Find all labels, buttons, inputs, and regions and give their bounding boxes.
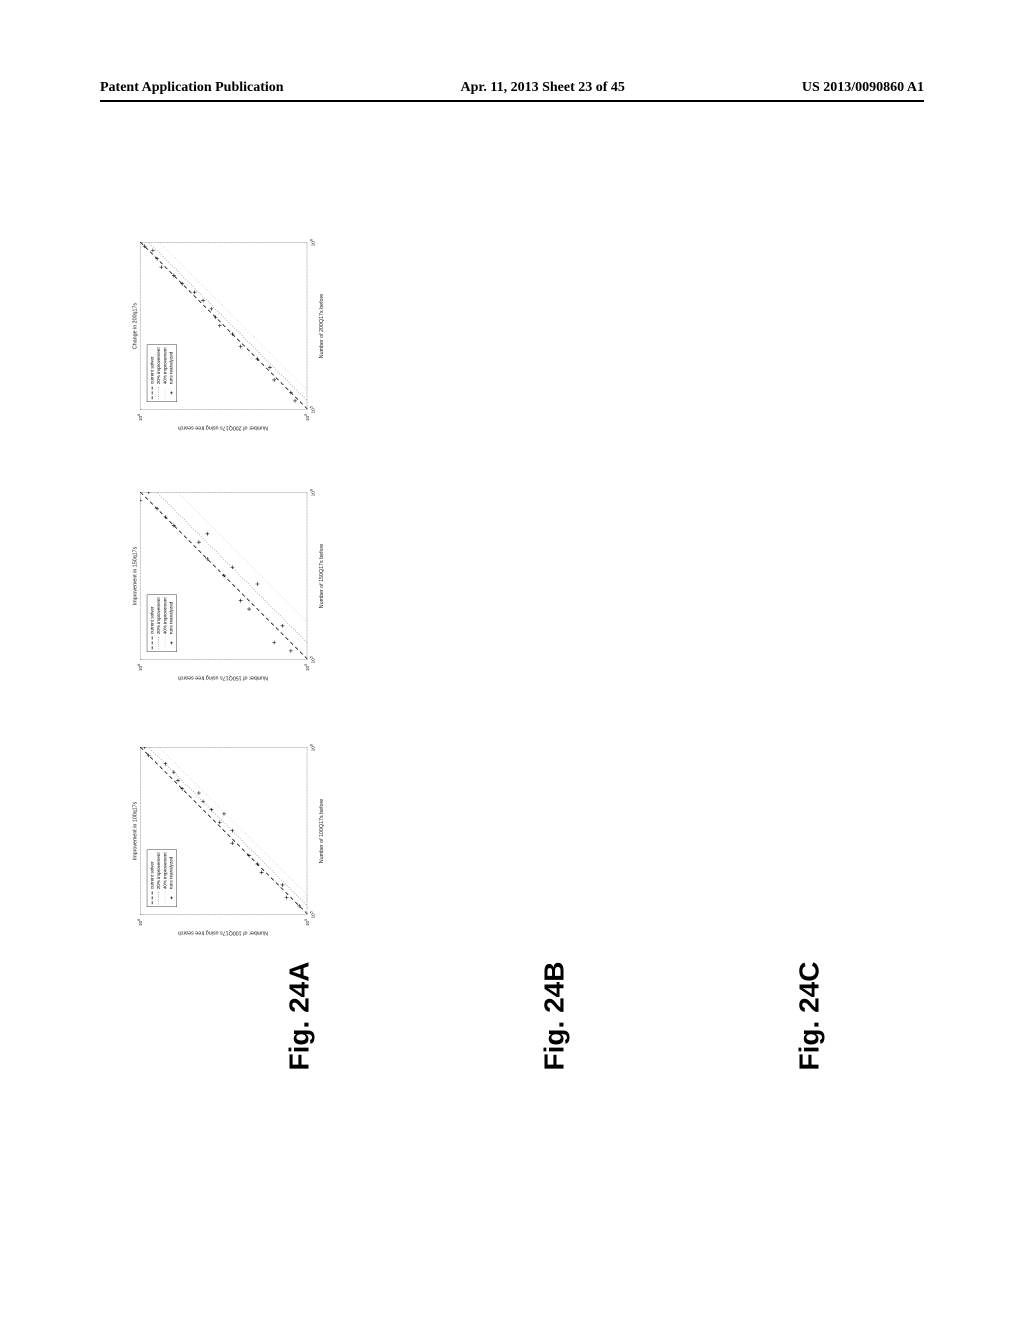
legend-swatch: [163, 636, 167, 649]
chart-title: Improvement in 150q17s: [132, 492, 138, 659]
header-center: Apr. 11, 2013 Sheet 23 of 45: [461, 80, 625, 96]
chart-ylabel: Number of 150Q17s using tree search: [166, 676, 280, 682]
legend-swatch: [170, 891, 174, 904]
data-point: [239, 345, 243, 349]
figure-caption: Fig. 24C: [793, 962, 825, 1071]
chart-title: Improvement in 100q17s: [132, 747, 138, 914]
legend-swatch: [170, 636, 174, 649]
data-point: [289, 649, 293, 653]
data-point: [260, 871, 264, 875]
x-tick: 106: [309, 489, 315, 496]
chart-xlabel: Number of 100Q17s before: [318, 747, 324, 914]
data-point: [151, 248, 155, 252]
x-tick: 105: [309, 911, 315, 918]
data-point: [143, 747, 147, 749]
y-tick: 106: [137, 664, 143, 671]
legend-label: runs reanalyzed: [168, 602, 174, 634]
data-point: [176, 779, 180, 783]
data-point: [239, 599, 243, 603]
data-point: [197, 540, 201, 544]
figure-panel: Change in 200q17sNumber of 200Q17s using…: [140, 174, 237, 440]
data-point: [197, 791, 201, 795]
data-point: [218, 820, 222, 824]
chart-xlabel: Number of 150Q17s before: [318, 492, 324, 659]
chart-ylabel: Number of 200Q17s using tree search: [166, 426, 280, 432]
legend-label: runs reanalyzed: [168, 352, 174, 384]
data-point: [205, 532, 209, 536]
legend-swatch: [150, 891, 154, 904]
data-point: [281, 883, 285, 887]
data-point: [285, 896, 289, 900]
chart-title: Change in 200q17s: [132, 242, 138, 409]
legend-swatch: [157, 386, 161, 399]
data-point: [201, 299, 205, 303]
page-header: Patent Application Publication Apr. 11, …: [100, 80, 924, 102]
header-right: US 2013/0090860 A1: [802, 80, 924, 96]
data-point: [159, 265, 163, 269]
legend-swatch: [150, 636, 154, 649]
x-tick: 106: [309, 239, 315, 246]
header-left: Patent Application Publication: [100, 80, 284, 96]
data-point: [247, 607, 251, 611]
y-tick: 106: [137, 414, 143, 421]
y-tick: 106: [137, 919, 143, 926]
x-tick: 106: [309, 744, 315, 751]
y-tick: 105: [304, 664, 310, 671]
figure-caption: Fig. 24A: [283, 962, 315, 1071]
data-point: [268, 366, 272, 370]
legend-item: runs reanalyzed: [168, 347, 174, 399]
chart-legend: current solver20% improvement40% improve…: [147, 345, 177, 402]
data-point: [293, 399, 297, 403]
data-point: [272, 641, 276, 645]
data-point: [140, 498, 142, 502]
figure-panel: Improvement in 150q17sNumber of 150Q17s …: [140, 424, 237, 690]
legend-swatch: [170, 386, 174, 399]
data-point: [222, 812, 226, 816]
legend-swatch: [157, 891, 161, 904]
data-point: [256, 582, 260, 586]
data-point: [210, 307, 214, 311]
figure-panel: Improvement in 100q17sNumber of 100Q17s …: [140, 679, 237, 945]
legend-item: runs reanalyzed: [168, 852, 174, 904]
data-point: [230, 565, 234, 569]
figure-caption: Fig. 24B: [538, 962, 570, 1071]
chart-legend: current solver20% improvement40% improve…: [147, 595, 177, 652]
data-point: [230, 841, 234, 845]
data-point: [272, 378, 276, 382]
y-tick: 105: [304, 919, 310, 926]
legend-label: runs reanalyzed: [168, 857, 174, 889]
chart-legend: current solver20% improvement40% improve…: [147, 850, 177, 907]
x-tick: 105: [309, 406, 315, 413]
chart-ylabel: Number of 100Q17s using tree search: [166, 931, 280, 937]
data-point: [218, 324, 222, 328]
data-point: [147, 492, 151, 494]
legend-swatch: [163, 386, 167, 399]
data-point: [281, 624, 285, 628]
chart-xlabel: Number of 200Q17s before: [318, 242, 324, 409]
y-tick: 105: [304, 414, 310, 421]
legend-swatch: [163, 891, 167, 904]
x-tick: 105: [309, 656, 315, 663]
legend-item: runs reanalyzed: [168, 597, 174, 649]
data-point: [193, 290, 197, 294]
legend-swatch: [150, 386, 154, 399]
legend-swatch: [157, 636, 161, 649]
